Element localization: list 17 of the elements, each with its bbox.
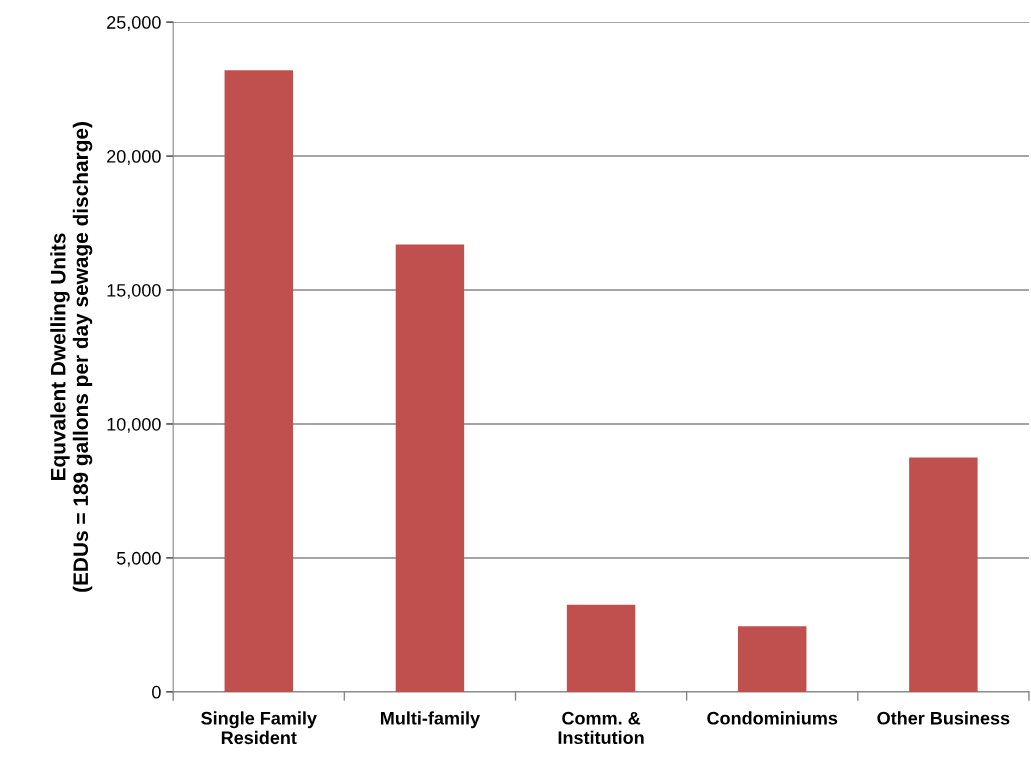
y-tick-label: 0 — [152, 685, 161, 699]
x-tick-label: Multi-family — [380, 711, 480, 729]
y-tick-label: 25,000 — [107, 16, 161, 31]
y-tick-label: 15,000 — [107, 283, 161, 299]
y-tick-label: 10,000 — [107, 417, 161, 433]
bar — [224, 70, 294, 692]
x-tick-label: Comm. & Institution — [558, 711, 644, 745]
bar — [909, 457, 978, 692]
bar — [395, 244, 465, 692]
x-tick-label: Single Family Resident — [201, 711, 317, 745]
y-tick-label: 5,000 — [116, 551, 161, 567]
y-axis-title: Equvalent Dwelling Units (EDUs = 189 gallons per day sewage discharge) — [50, 122, 93, 592]
y-tick-label: 20,000 — [107, 149, 161, 165]
bar — [566, 604, 636, 692]
x-tick-label: Condominiums — [707, 711, 838, 725]
bar — [737, 626, 807, 692]
x-tick-label: Other Business — [877, 711, 1010, 725]
